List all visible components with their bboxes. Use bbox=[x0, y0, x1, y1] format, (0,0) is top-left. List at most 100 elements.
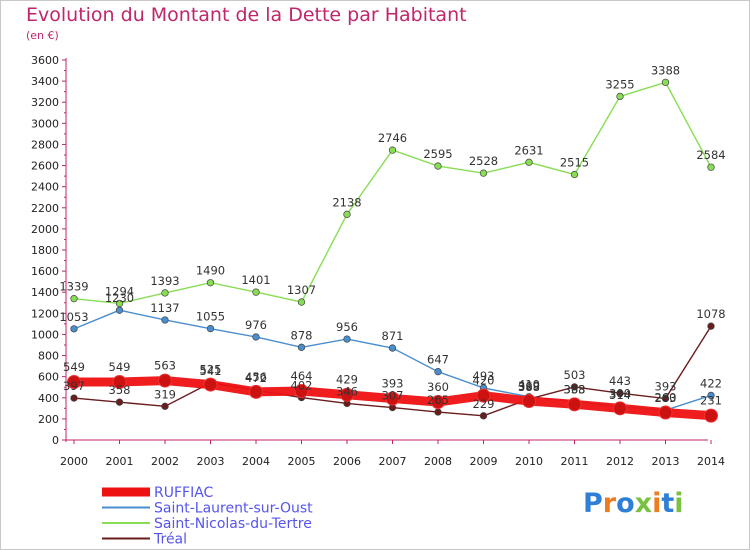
data-point-ruffiac bbox=[67, 375, 81, 390]
data-label-saint-laurent-sur-oust: 871 bbox=[382, 329, 404, 343]
data-label-saint-nicolas-du-tertre: 2595 bbox=[423, 147, 452, 161]
data-point-saint-nicolas-du-tertre bbox=[479, 169, 488, 177]
y-tick-label: 2400 bbox=[31, 181, 59, 194]
y-tick-label: 1600 bbox=[31, 265, 59, 278]
y-tick-label: 400 bbox=[38, 392, 59, 405]
y-tick-label: 200 bbox=[38, 413, 59, 426]
data-label-treal: 388 bbox=[518, 380, 540, 394]
y-tick-label: 3600 bbox=[31, 54, 59, 67]
data-label-treal: 307 bbox=[382, 389, 404, 403]
data-point-ruffiac bbox=[522, 394, 536, 409]
data-point-ruffiac bbox=[613, 401, 627, 416]
data-point-saint-nicolas-du-tertre bbox=[252, 288, 260, 296]
data-label-treal: 472 bbox=[245, 371, 267, 385]
data-label-ruffiac: 464 bbox=[291, 369, 313, 383]
y-tick-label: 1400 bbox=[31, 286, 59, 299]
x-tick-label: 2000 bbox=[60, 455, 88, 468]
data-label-treal: 397 bbox=[63, 379, 85, 393]
data-label-saint-nicolas-du-tertre: 3255 bbox=[605, 77, 634, 91]
data-label-saint-nicolas-du-tertre: 2746 bbox=[378, 131, 407, 145]
y-tick-label: 0 bbox=[52, 434, 59, 447]
chart-axes: 0 200 400 600 800 1000 1200 1400 1600 1800 2000 220… bbox=[31, 54, 725, 468]
data-label-saint-nicolas-du-tertre: 2515 bbox=[560, 156, 589, 170]
data-point-saint-nicolas-du-tertre bbox=[707, 163, 715, 171]
y-tick-label: 3400 bbox=[31, 75, 59, 88]
logo-letter: i bbox=[652, 488, 662, 519]
data-point-ruffiac bbox=[294, 384, 309, 399]
data-point-saint-laurent-sur-oust bbox=[206, 324, 215, 333]
data-point-ruffiac bbox=[340, 387, 354, 402]
data-point-saint-laurent-sur-oust bbox=[388, 344, 397, 352]
data-label-saint-laurent-sur-oust: 1055 bbox=[196, 310, 225, 324]
data-labels-layer: 1339 1294 1393 1490 1401 1307 2138 2746 2595 2528… bbox=[59, 63, 725, 410]
legend-label: Saint-Laurent-sur-Oust bbox=[154, 501, 313, 517]
data-point-saint-nicolas-du-tertre bbox=[343, 210, 351, 218]
data-point-treal bbox=[707, 322, 715, 330]
data-point-saint-nicolas-du-tertre bbox=[570, 170, 579, 179]
data-point-treal bbox=[70, 394, 78, 402]
data-point-saint-laurent-sur-oust bbox=[252, 333, 260, 341]
data-point-saint-nicolas-du-tertre bbox=[70, 295, 78, 303]
x-tick-label: 2002 bbox=[151, 455, 179, 468]
data-label-ruffiac: 563 bbox=[154, 359, 176, 373]
y-tick-label: 800 bbox=[38, 350, 59, 363]
logo-letter: i bbox=[674, 488, 684, 519]
data-label-saint-laurent-sur-oust: 493 bbox=[473, 369, 495, 383]
data-label-ruffiac: 429 bbox=[336, 373, 358, 387]
x-tick-label: 2014 bbox=[697, 455, 725, 468]
data-point-saint-laurent-sur-oust bbox=[707, 391, 715, 400]
x-tick-label: 2005 bbox=[288, 455, 316, 468]
data-label-saint-laurent-sur-oust: 976 bbox=[245, 318, 267, 332]
series-saint-nicolas-du-tertre bbox=[70, 78, 715, 308]
data-point-treal bbox=[479, 412, 488, 420]
data-point-ruffiac bbox=[385, 391, 400, 406]
data-label-saint-nicolas-du-tertre: 2631 bbox=[514, 143, 543, 157]
data-label-saint-laurent-sur-oust: 314 bbox=[609, 388, 631, 402]
data-label-treal: 319 bbox=[154, 387, 176, 401]
x-tick-label: 2012 bbox=[606, 455, 634, 468]
logo-letter: t bbox=[661, 488, 675, 519]
data-label-saint-laurent-sur-oust: 283 bbox=[655, 391, 677, 405]
data-label-saint-laurent-sur-oust: 422 bbox=[700, 376, 722, 390]
data-point-saint-nicolas-du-tertre bbox=[388, 146, 397, 154]
data-label-saint-laurent-sur-oust: 410 bbox=[518, 378, 540, 392]
y-tick-label: 2600 bbox=[31, 160, 59, 173]
data-point-saint-laurent-sur-oust bbox=[343, 335, 351, 343]
y-tick-label: 2000 bbox=[31, 223, 59, 236]
y-tick-label: 3200 bbox=[31, 96, 59, 109]
data-label-ruffiac: 260 bbox=[655, 391, 677, 405]
logo-letter: P bbox=[583, 488, 603, 519]
data-label-treal: 265 bbox=[427, 393, 449, 407]
y-tick-label: 1000 bbox=[31, 328, 59, 341]
logo-letter: r bbox=[602, 488, 617, 519]
x-tick-label: 2004 bbox=[242, 455, 270, 468]
data-point-ruffiac bbox=[203, 377, 218, 392]
data-label-saint-laurent-sur-oust: 956 bbox=[336, 320, 358, 334]
data-point-saint-laurent-sur-oust bbox=[297, 343, 306, 351]
data-point-ruffiac bbox=[476, 388, 491, 403]
data-label-saint-laurent-sur-oust: 363 bbox=[564, 383, 586, 397]
data-point-treal bbox=[661, 394, 670, 403]
data-point-ruffiac bbox=[431, 395, 445, 409]
data-label-saint-nicolas-du-tertre: 3388 bbox=[651, 63, 680, 77]
series-line-saint-nicolas-du-tertre bbox=[73, 81, 712, 305]
data-label-saint-nicolas-du-tertre: 1339 bbox=[59, 280, 88, 294]
data-point-ruffiac bbox=[704, 408, 718, 423]
legend-item-ruffiac: RUFFIAC bbox=[102, 485, 214, 501]
x-tick-label: 2007 bbox=[379, 455, 407, 468]
data-point-saint-laurent-sur-oust bbox=[115, 306, 124, 314]
data-label-saint-nicolas-du-tertre: 2138 bbox=[332, 195, 361, 209]
data-label-saint-laurent-sur-oust: 647 bbox=[427, 353, 449, 367]
data-point-saint-nicolas-du-tertre bbox=[616, 92, 624, 101]
data-point-ruffiac bbox=[658, 405, 673, 420]
series-layer bbox=[67, 78, 718, 423]
x-tick-label: 2010 bbox=[515, 455, 543, 468]
x-tick-label: 2008 bbox=[424, 455, 452, 468]
data-point-saint-laurent-sur-oust bbox=[161, 316, 169, 324]
x-tick-label: 2011 bbox=[561, 455, 589, 468]
logo-letter: x bbox=[634, 488, 653, 519]
data-label-saint-laurent-sur-oust: 878 bbox=[291, 328, 313, 342]
data-label-treal: 541 bbox=[200, 364, 222, 378]
data-label-saint-nicolas-du-tertre: 1393 bbox=[150, 274, 179, 288]
